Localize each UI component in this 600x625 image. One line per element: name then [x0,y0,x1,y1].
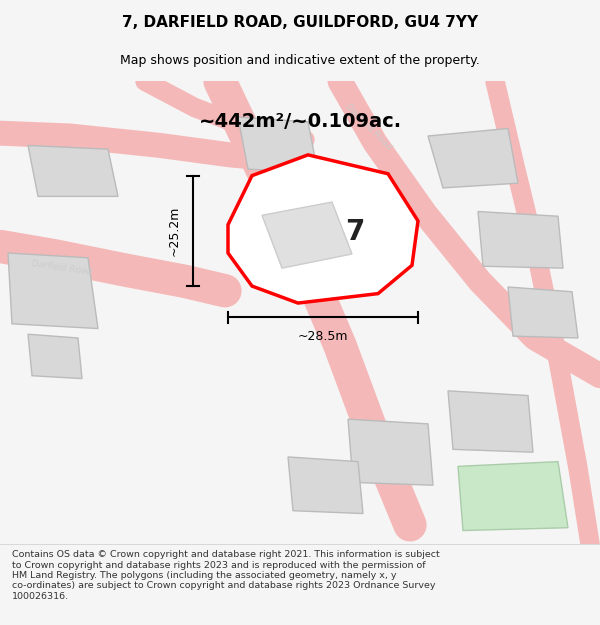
Polygon shape [28,146,118,196]
Polygon shape [448,391,533,452]
Text: 7: 7 [346,218,365,246]
Polygon shape [238,117,318,174]
Text: 7, DARFIELD ROAD, GUILDFORD, GU4 7YY: 7, DARFIELD ROAD, GUILDFORD, GU4 7YY [122,15,478,30]
Polygon shape [428,129,518,188]
Polygon shape [458,462,568,531]
Text: Contains OS data © Crown copyright and database right 2021. This information is : Contains OS data © Crown copyright and d… [12,550,440,601]
Polygon shape [288,457,363,514]
Polygon shape [348,419,433,485]
Text: Darfield Road: Darfield Road [343,102,393,151]
Text: ~25.2m: ~25.2m [168,206,181,256]
Polygon shape [262,202,352,268]
Text: ~28.5m: ~28.5m [298,331,348,343]
Polygon shape [508,287,578,338]
Polygon shape [228,155,418,303]
Polygon shape [28,334,82,379]
Text: Darfield Road: Darfield Road [31,259,93,277]
Text: ~442m²/~0.109ac.: ~442m²/~0.109ac. [199,112,401,131]
Text: Map shows position and indicative extent of the property.: Map shows position and indicative extent… [120,54,480,68]
Text: Darfield
Ro...: Darfield Ro... [274,220,310,260]
Polygon shape [478,211,563,268]
Polygon shape [8,253,98,329]
